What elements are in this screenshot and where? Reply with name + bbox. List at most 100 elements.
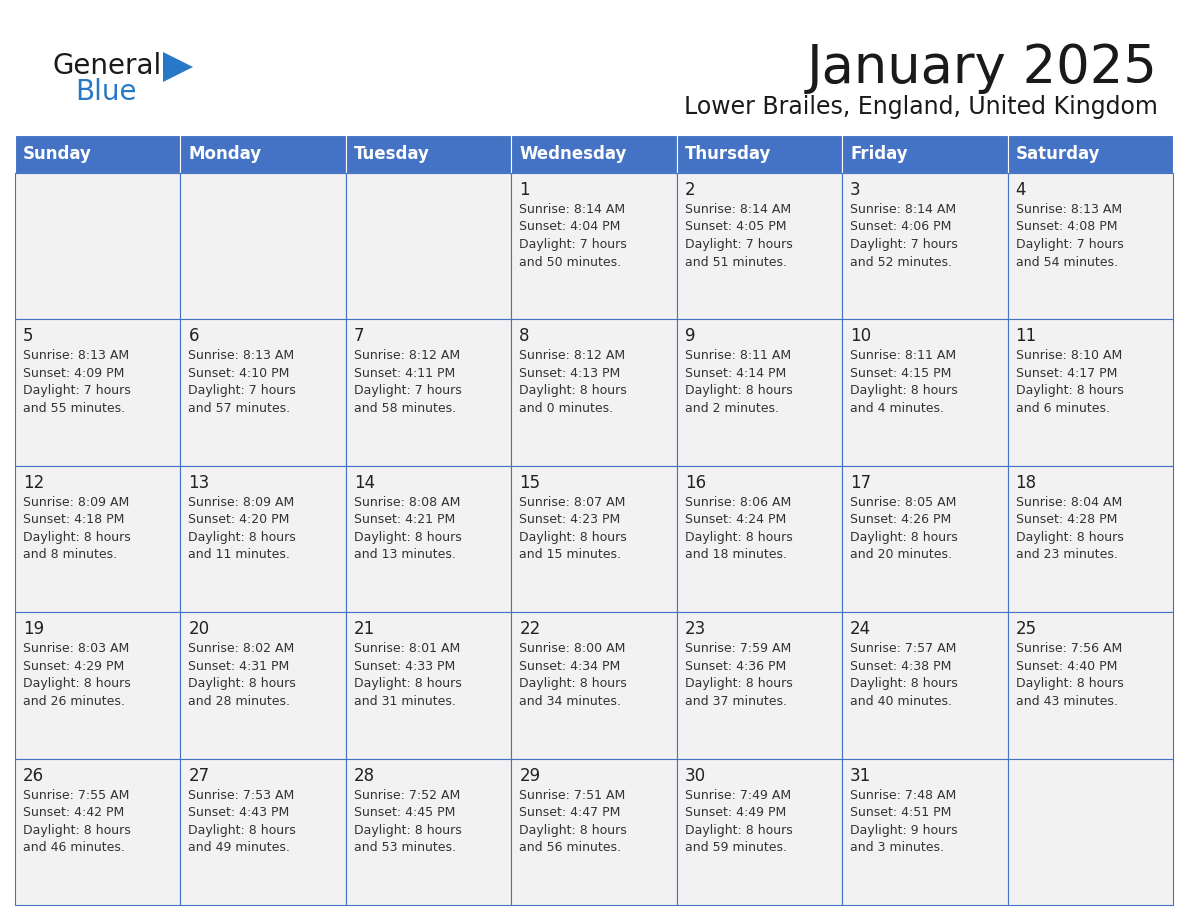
Text: Thursday: Thursday	[684, 145, 771, 163]
Bar	[15, 135, 181, 173]
Text: Tuesday: Tuesday	[354, 145, 430, 163]
Text: Sunrise: 8:12 AM
Sunset: 4:13 PM
Daylight: 8 hours
and 0 minutes.: Sunrise: 8:12 AM Sunset: 4:13 PM Dayligh…	[519, 350, 627, 415]
Bar	[677, 173, 842, 319]
Bar	[346, 612, 511, 758]
Text: Wednesday: Wednesday	[519, 145, 626, 163]
Text: 7: 7	[354, 328, 365, 345]
Text: Sunrise: 7:51 AM
Sunset: 4:47 PM
Daylight: 8 hours
and 56 minutes.: Sunrise: 7:51 AM Sunset: 4:47 PM Dayligh…	[519, 789, 627, 854]
Text: Sunrise: 7:53 AM
Sunset: 4:43 PM
Daylight: 8 hours
and 49 minutes.: Sunrise: 7:53 AM Sunset: 4:43 PM Dayligh…	[189, 789, 296, 854]
Bar	[842, 319, 1007, 465]
Bar	[1007, 612, 1173, 758]
Bar	[346, 173, 511, 319]
Text: 2: 2	[684, 181, 695, 199]
Text: Friday: Friday	[851, 145, 908, 163]
Text: Sunrise: 8:09 AM
Sunset: 4:18 PM
Daylight: 8 hours
and 8 minutes.: Sunrise: 8:09 AM Sunset: 4:18 PM Dayligh…	[23, 496, 131, 561]
Text: 6: 6	[189, 328, 198, 345]
Bar	[15, 319, 181, 465]
Text: Sunrise: 7:55 AM
Sunset: 4:42 PM
Daylight: 8 hours
and 46 minutes.: Sunrise: 7:55 AM Sunset: 4:42 PM Dayligh…	[23, 789, 131, 854]
Text: Monday: Monday	[189, 145, 261, 163]
Text: Sunrise: 8:11 AM
Sunset: 4:14 PM
Daylight: 8 hours
and 2 minutes.: Sunrise: 8:11 AM Sunset: 4:14 PM Dayligh…	[684, 350, 792, 415]
Text: 30: 30	[684, 767, 706, 785]
Bar	[1007, 135, 1173, 173]
Text: Sunrise: 8:07 AM
Sunset: 4:23 PM
Daylight: 8 hours
and 15 minutes.: Sunrise: 8:07 AM Sunset: 4:23 PM Dayligh…	[519, 496, 627, 561]
Text: January 2025: January 2025	[807, 42, 1158, 94]
Text: Sunrise: 8:00 AM
Sunset: 4:34 PM
Daylight: 8 hours
and 34 minutes.: Sunrise: 8:00 AM Sunset: 4:34 PM Dayligh…	[519, 643, 627, 708]
Text: Sunrise: 8:12 AM
Sunset: 4:11 PM
Daylight: 7 hours
and 58 minutes.: Sunrise: 8:12 AM Sunset: 4:11 PM Dayligh…	[354, 350, 462, 415]
Text: Sunrise: 7:57 AM
Sunset: 4:38 PM
Daylight: 8 hours
and 40 minutes.: Sunrise: 7:57 AM Sunset: 4:38 PM Dayligh…	[851, 643, 958, 708]
Text: Blue: Blue	[75, 78, 137, 106]
Text: Sunrise: 7:48 AM
Sunset: 4:51 PM
Daylight: 9 hours
and 3 minutes.: Sunrise: 7:48 AM Sunset: 4:51 PM Dayligh…	[851, 789, 958, 854]
Text: 25: 25	[1016, 621, 1037, 638]
Text: 22: 22	[519, 621, 541, 638]
Text: General: General	[52, 52, 162, 80]
Bar	[15, 758, 181, 905]
Text: 24: 24	[851, 621, 871, 638]
Bar	[511, 612, 677, 758]
Bar	[346, 135, 511, 173]
Bar	[1007, 758, 1173, 905]
Bar	[842, 465, 1007, 612]
Text: 10: 10	[851, 328, 871, 345]
Text: Saturday: Saturday	[1016, 145, 1100, 163]
Text: Sunrise: 8:09 AM
Sunset: 4:20 PM
Daylight: 8 hours
and 11 minutes.: Sunrise: 8:09 AM Sunset: 4:20 PM Dayligh…	[189, 496, 296, 561]
Text: 1: 1	[519, 181, 530, 199]
Bar	[842, 758, 1007, 905]
Text: 17: 17	[851, 474, 871, 492]
Bar	[346, 319, 511, 465]
Bar	[842, 612, 1007, 758]
Text: 18: 18	[1016, 474, 1037, 492]
Text: 11: 11	[1016, 328, 1037, 345]
Text: Sunrise: 8:08 AM
Sunset: 4:21 PM
Daylight: 8 hours
and 13 minutes.: Sunrise: 8:08 AM Sunset: 4:21 PM Dayligh…	[354, 496, 462, 561]
Text: Sunrise: 8:01 AM
Sunset: 4:33 PM
Daylight: 8 hours
and 31 minutes.: Sunrise: 8:01 AM Sunset: 4:33 PM Dayligh…	[354, 643, 462, 708]
Bar	[511, 319, 677, 465]
Bar	[181, 173, 346, 319]
Bar	[1007, 465, 1173, 612]
Text: 27: 27	[189, 767, 209, 785]
Text: 23: 23	[684, 621, 706, 638]
Text: 20: 20	[189, 621, 209, 638]
Bar	[1007, 319, 1173, 465]
Bar	[511, 135, 677, 173]
Text: 13: 13	[189, 474, 209, 492]
Text: Sunrise: 8:13 AM
Sunset: 4:10 PM
Daylight: 7 hours
and 57 minutes.: Sunrise: 8:13 AM Sunset: 4:10 PM Dayligh…	[189, 350, 296, 415]
Text: 15: 15	[519, 474, 541, 492]
Text: 9: 9	[684, 328, 695, 345]
Text: 14: 14	[354, 474, 375, 492]
Text: 21: 21	[354, 621, 375, 638]
Text: Sunrise: 8:13 AM
Sunset: 4:08 PM
Daylight: 7 hours
and 54 minutes.: Sunrise: 8:13 AM Sunset: 4:08 PM Dayligh…	[1016, 203, 1124, 268]
Bar	[677, 319, 842, 465]
Bar	[181, 319, 346, 465]
Text: Sunrise: 8:14 AM
Sunset: 4:06 PM
Daylight: 7 hours
and 52 minutes.: Sunrise: 8:14 AM Sunset: 4:06 PM Dayligh…	[851, 203, 958, 268]
Text: Sunrise: 8:14 AM
Sunset: 4:04 PM
Daylight: 7 hours
and 50 minutes.: Sunrise: 8:14 AM Sunset: 4:04 PM Dayligh…	[519, 203, 627, 268]
Text: Sunrise: 7:59 AM
Sunset: 4:36 PM
Daylight: 8 hours
and 37 minutes.: Sunrise: 7:59 AM Sunset: 4:36 PM Dayligh…	[684, 643, 792, 708]
Text: Sunrise: 8:11 AM
Sunset: 4:15 PM
Daylight: 8 hours
and 4 minutes.: Sunrise: 8:11 AM Sunset: 4:15 PM Dayligh…	[851, 350, 958, 415]
Text: 28: 28	[354, 767, 375, 785]
Text: Sunrise: 8:06 AM
Sunset: 4:24 PM
Daylight: 8 hours
and 18 minutes.: Sunrise: 8:06 AM Sunset: 4:24 PM Dayligh…	[684, 496, 792, 561]
Bar	[15, 173, 181, 319]
Text: 3: 3	[851, 181, 861, 199]
Text: 4: 4	[1016, 181, 1026, 199]
Text: Sunrise: 8:10 AM
Sunset: 4:17 PM
Daylight: 8 hours
and 6 minutes.: Sunrise: 8:10 AM Sunset: 4:17 PM Dayligh…	[1016, 350, 1124, 415]
Bar	[677, 465, 842, 612]
Text: 26: 26	[23, 767, 44, 785]
Text: 29: 29	[519, 767, 541, 785]
Bar	[1007, 173, 1173, 319]
Text: 16: 16	[684, 474, 706, 492]
Bar	[511, 758, 677, 905]
Bar	[15, 612, 181, 758]
Bar	[181, 135, 346, 173]
Bar	[346, 465, 511, 612]
Text: Sunrise: 7:52 AM
Sunset: 4:45 PM
Daylight: 8 hours
and 53 minutes.: Sunrise: 7:52 AM Sunset: 4:45 PM Dayligh…	[354, 789, 462, 854]
Text: Sunrise: 8:04 AM
Sunset: 4:28 PM
Daylight: 8 hours
and 23 minutes.: Sunrise: 8:04 AM Sunset: 4:28 PM Dayligh…	[1016, 496, 1124, 561]
Text: Sunrise: 8:02 AM
Sunset: 4:31 PM
Daylight: 8 hours
and 28 minutes.: Sunrise: 8:02 AM Sunset: 4:31 PM Dayligh…	[189, 643, 296, 708]
Text: Sunrise: 7:56 AM
Sunset: 4:40 PM
Daylight: 8 hours
and 43 minutes.: Sunrise: 7:56 AM Sunset: 4:40 PM Dayligh…	[1016, 643, 1124, 708]
Bar	[677, 135, 842, 173]
Bar	[842, 135, 1007, 173]
Text: Sunrise: 8:13 AM
Sunset: 4:09 PM
Daylight: 7 hours
and 55 minutes.: Sunrise: 8:13 AM Sunset: 4:09 PM Dayligh…	[23, 350, 131, 415]
Text: 31: 31	[851, 767, 871, 785]
Bar	[677, 612, 842, 758]
Text: 8: 8	[519, 328, 530, 345]
Text: 12: 12	[23, 474, 44, 492]
Text: Sunrise: 8:14 AM
Sunset: 4:05 PM
Daylight: 7 hours
and 51 minutes.: Sunrise: 8:14 AM Sunset: 4:05 PM Dayligh…	[684, 203, 792, 268]
Polygon shape	[163, 52, 192, 82]
